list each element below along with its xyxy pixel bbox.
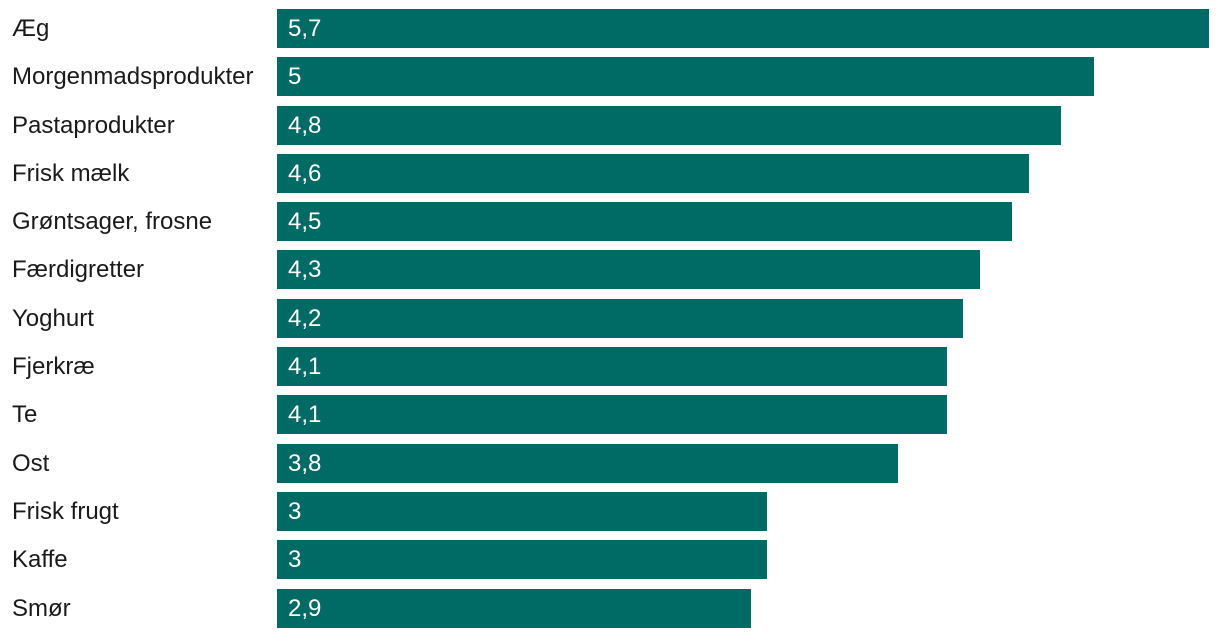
bar-area: 3,8 — [277, 443, 1220, 483]
value-label: 5 — [288, 63, 302, 91]
bar-area: 4,3 — [277, 250, 1220, 290]
category-label: Frisk mælk — [12, 159, 130, 187]
value-label: 3 — [288, 497, 302, 525]
bar-area: 3 — [277, 491, 1220, 531]
value-label: 4,2 — [288, 304, 322, 332]
value-label: 4,5 — [288, 208, 322, 236]
value-label: 2,9 — [288, 594, 322, 622]
chart-row: Frisk mælk 4,6 — [0, 153, 1220, 193]
category-label: Ost — [12, 449, 50, 477]
chart-row: Færdigretter 4,3 — [0, 250, 1220, 290]
chart-row: Grøntsager, frosne 4,5 — [0, 202, 1220, 242]
category-label: Smør — [12, 594, 71, 622]
category-label: Te — [12, 401, 38, 429]
bar-area: 4,8 — [277, 105, 1220, 145]
chart-row: Æg 5,7 — [0, 9, 1220, 48]
bar-area: 2,9 — [277, 588, 1220, 628]
bar: 4,8 — [277, 105, 1062, 145]
chart-row: Ost 3,8 — [0, 443, 1220, 483]
chart-row: Frisk frugt 3 — [0, 491, 1220, 531]
category-label: Yoghurt — [12, 304, 94, 332]
bar: 3 — [277, 540, 768, 580]
bar: 5,7 — [277, 9, 1209, 48]
bar-chart-rows: Æg 5,7 Morgenmadsprodukter 5 Pastaproduk… — [0, 9, 1220, 628]
chart-row: Fjerkræ 4,1 — [0, 347, 1220, 387]
bar-area: 4,5 — [277, 202, 1220, 242]
value-label: 3 — [288, 546, 302, 574]
bar: 5 — [277, 57, 1095, 97]
value-label: 4,8 — [288, 111, 322, 139]
value-label: 5,7 — [288, 15, 322, 42]
bar-area: 4,1 — [277, 395, 1220, 435]
value-label: 4,1 — [288, 401, 322, 429]
chart-row: Morgenmadsprodukter 5 — [0, 57, 1220, 97]
bar: 4,1 — [277, 347, 948, 387]
value-label: 4,3 — [288, 256, 322, 284]
bar: 4,1 — [277, 395, 948, 435]
category-label: Morgenmadsprodukter — [12, 63, 254, 91]
value-label: 3,8 — [288, 449, 322, 477]
category-label: Æg — [12, 15, 50, 42]
chart-row: Smør 2,9 — [0, 588, 1220, 628]
category-label: Fjerkræ — [12, 353, 95, 381]
bar: 4,3 — [277, 250, 980, 290]
bar-area: 4,1 — [277, 347, 1220, 387]
value-label: 4,6 — [288, 159, 322, 187]
bar: 4,2 — [277, 298, 964, 338]
bar: 4,6 — [277, 153, 1029, 193]
chart-row: Pastaprodukter 4,8 — [0, 105, 1220, 145]
bar-area: 3 — [277, 540, 1220, 580]
category-label: Grøntsager, frosne — [12, 208, 213, 236]
category-label: Kaffe — [12, 546, 68, 574]
bar: 3 — [277, 491, 768, 531]
bar-area: 4,2 — [277, 298, 1220, 338]
bar-area: 5,7 — [277, 9, 1220, 48]
chart-row: Yoghurt 4,2 — [0, 298, 1220, 338]
category-label: Pastaprodukter — [12, 111, 175, 139]
bar: 4,5 — [277, 202, 1013, 242]
value-label: 4,1 — [288, 353, 322, 381]
category-label: Frisk frugt — [12, 497, 119, 525]
bar-area: 4,6 — [277, 153, 1220, 193]
category-label: Færdigretter — [12, 256, 145, 284]
bar-area: 5 — [277, 57, 1220, 97]
bar: 3,8 — [277, 443, 899, 483]
chart-row: Te 4,1 — [0, 395, 1220, 435]
bar: 2,9 — [277, 588, 751, 628]
chart-row: Kaffe 3 — [0, 540, 1220, 580]
